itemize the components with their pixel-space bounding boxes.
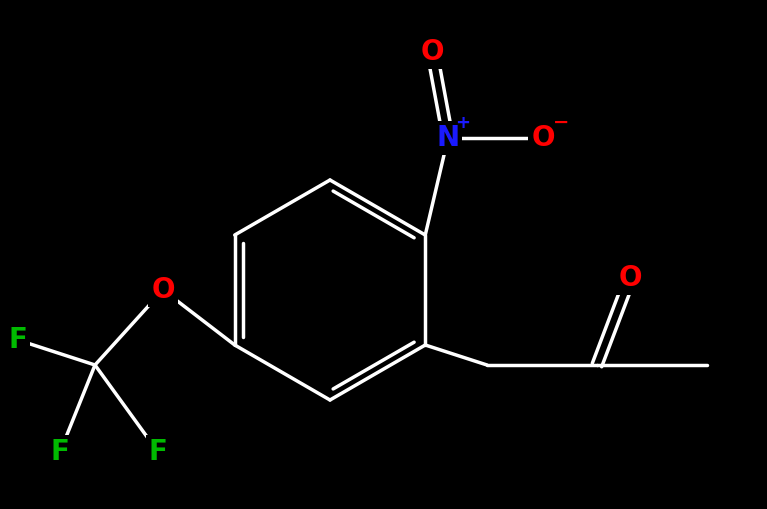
Text: F: F [8, 326, 28, 354]
Text: +: + [456, 114, 470, 132]
Text: O: O [618, 264, 642, 292]
Text: −: − [553, 112, 569, 131]
Text: N: N [436, 124, 459, 152]
Text: F: F [51, 438, 70, 466]
Text: F: F [149, 438, 167, 466]
Text: O: O [532, 124, 555, 152]
Text: O: O [151, 276, 175, 304]
Text: O: O [420, 38, 444, 66]
